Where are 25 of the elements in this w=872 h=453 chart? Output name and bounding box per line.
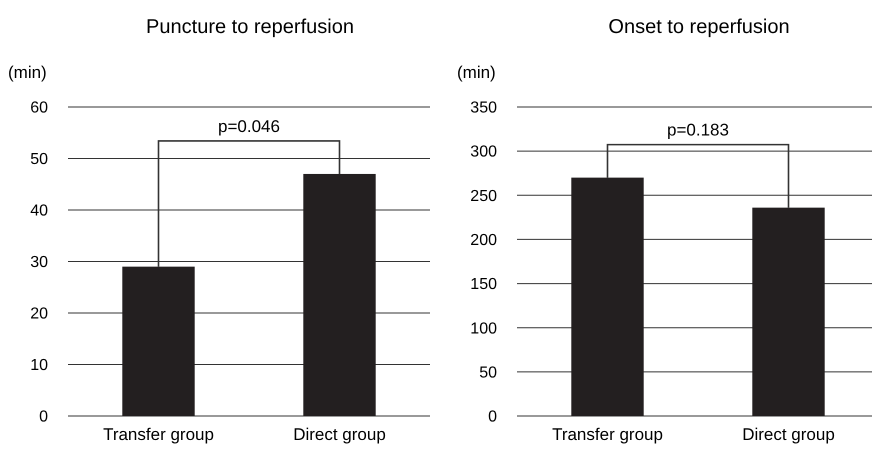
x-tick-label: Direct group bbox=[293, 425, 386, 444]
x-tick-label: Direct group bbox=[742, 425, 835, 444]
y-tick-label: 40 bbox=[30, 202, 48, 220]
y-tick-label: 0 bbox=[488, 408, 498, 426]
x-tick-label: Transfer group bbox=[552, 425, 663, 444]
y-tick-label: 10 bbox=[30, 357, 48, 374]
y-tick-label: 300 bbox=[470, 144, 498, 161]
chart-title: Onset to reperfusion bbox=[608, 16, 790, 38]
y-tick-label: 20 bbox=[30, 306, 48, 323]
y-tick-label: 30 bbox=[30, 254, 48, 272]
chart-title: Puncture to reperfusion bbox=[146, 16, 354, 38]
y-tick-label: 0 bbox=[39, 408, 48, 426]
y-tick-label: 50 bbox=[30, 151, 48, 168]
annotation: p=0.046 bbox=[218, 116, 280, 136]
y-tick-label: 50 bbox=[479, 364, 498, 382]
annotation: p=0.183 bbox=[667, 120, 729, 140]
y-tick-label: 60 bbox=[30, 100, 48, 117]
y-tick-label: 250 bbox=[470, 188, 498, 205]
y-tick-label: 150 bbox=[470, 276, 498, 294]
y-tick-label: 350 bbox=[470, 100, 498, 117]
y-tick-label: 200 bbox=[470, 232, 498, 250]
y-axis-title: (min) bbox=[457, 63, 496, 82]
y-tick-label: 100 bbox=[470, 320, 498, 338]
y-axis-title: (min) bbox=[8, 63, 47, 82]
x-tick-label: Transfer group bbox=[103, 425, 214, 444]
